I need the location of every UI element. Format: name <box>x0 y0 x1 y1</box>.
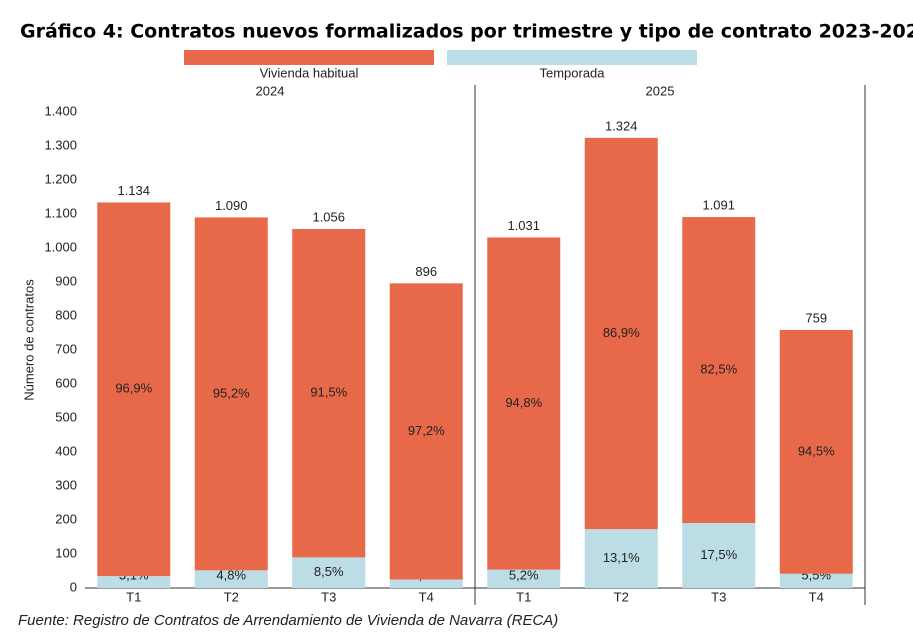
chart-title: Gráfico 4: Contratos nuevos formalizados… <box>20 21 913 43</box>
bar-segment <box>779 573 853 588</box>
bar-segment <box>194 217 268 571</box>
y-tick-label: 400 <box>55 443 77 458</box>
total-label: 1.134 <box>117 183 150 198</box>
y-tick-label: 500 <box>55 409 77 424</box>
share-label: 17,5% <box>700 547 737 562</box>
bar-segment <box>292 557 366 588</box>
y-tick-label: 800 <box>55 307 77 322</box>
x-tick-label: T4 <box>809 589 824 604</box>
total-label: 1.090 <box>215 198 248 213</box>
share-label: 82,5% <box>700 361 737 376</box>
legend-swatch <box>184 50 434 65</box>
total-label: 759 <box>805 310 827 325</box>
y-tick-label: 300 <box>55 477 77 492</box>
y-tick-label: 600 <box>55 375 77 390</box>
share-label: 13,1% <box>603 550 640 565</box>
panel-label: 2024 <box>256 83 285 98</box>
y-tick-label: 1.200 <box>44 171 77 186</box>
legend-label: Temporada <box>539 65 605 80</box>
share-label: 95,2% <box>213 385 250 400</box>
share-label: 4,8% <box>216 567 246 582</box>
total-label: 1.031 <box>507 218 540 233</box>
y-tick-label: 1.000 <box>44 239 77 254</box>
share-label: 8,5% <box>314 564 344 579</box>
y-tick-label: 900 <box>55 273 77 288</box>
bar-segment <box>779 329 853 574</box>
bar-segment <box>487 237 561 570</box>
bar-segment <box>584 137 658 530</box>
bar-segment <box>682 217 756 524</box>
share-label: 96,9% <box>115 381 152 396</box>
y-tick-label: 1.100 <box>44 205 77 220</box>
share-label: 91,5% <box>310 385 347 400</box>
total-label: 1.091 <box>702 197 735 212</box>
total-label: 1.056 <box>312 209 345 224</box>
x-tick-label: T1 <box>516 589 531 604</box>
y-axis-title: Número de contratos <box>21 279 36 401</box>
share-label: 94,8% <box>505 395 542 410</box>
legend-swatch <box>447 50 697 65</box>
x-tick-label: T2 <box>224 589 239 604</box>
bar-segment <box>487 569 561 588</box>
y-tick-label: 700 <box>55 341 77 356</box>
total-label: 896 <box>415 264 437 279</box>
bar-segment <box>389 579 463 588</box>
x-tick-label: T3 <box>711 589 726 604</box>
share-label: 94,5% <box>798 443 835 458</box>
bar-segment <box>194 570 268 588</box>
share-label: 86,9% <box>603 325 640 340</box>
bar-segment <box>584 529 658 588</box>
legend-label: Vivienda habitual <box>260 65 359 80</box>
share-label: 5,2% <box>509 567 539 582</box>
source: Fuente: Registro de Contratos de Arrenda… <box>18 612 558 629</box>
y-tick-label: 1.400 <box>44 103 77 118</box>
total-label: 1.324 <box>605 118 638 133</box>
y-tick-label: 100 <box>55 545 77 560</box>
bar-segment <box>389 283 463 580</box>
bar-segment <box>97 576 171 588</box>
x-tick-label: T3 <box>321 589 336 604</box>
x-tick-label: T2 <box>614 589 629 604</box>
bar-segment <box>97 202 171 577</box>
bar-segment <box>682 523 756 588</box>
y-tick-label: 200 <box>55 511 77 526</box>
x-tick-label: T4 <box>419 589 434 604</box>
x-tick-label: T1 <box>126 589 141 604</box>
y-tick-label: 0 <box>70 579 77 594</box>
share-label: 97,2% <box>408 423 445 438</box>
y-tick-label: 1.300 <box>44 137 77 152</box>
bar-segment <box>292 228 366 558</box>
panel-label: 2025 <box>646 83 675 98</box>
